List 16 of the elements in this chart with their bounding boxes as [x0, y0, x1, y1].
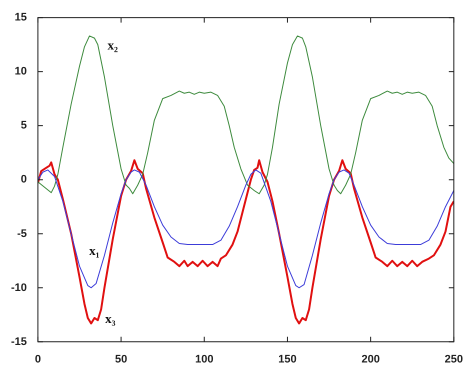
- x-tick-label: 200: [361, 353, 380, 366]
- series-label: x₃: [105, 310, 116, 326]
- x-tick-label: 250: [444, 353, 464, 366]
- y-tick-label: -5: [17, 228, 27, 240]
- y-tick-label: 0: [20, 174, 27, 186]
- x-tick-label: 100: [195, 353, 214, 366]
- x-tick-label: 0: [34, 353, 41, 366]
- y-tick-label: 15: [14, 12, 27, 24]
- y-tick-label: 10: [14, 66, 27, 78]
- y-tick-label: 5: [20, 120, 27, 132]
- x-tick-label: 150: [278, 353, 297, 366]
- y-tick-label: -10: [10, 282, 27, 294]
- series-label: x₁: [89, 243, 100, 258]
- y-tick-label: -15: [10, 336, 27, 348]
- x-tick-label: 50: [114, 353, 128, 366]
- series-label: x₂: [107, 37, 118, 52]
